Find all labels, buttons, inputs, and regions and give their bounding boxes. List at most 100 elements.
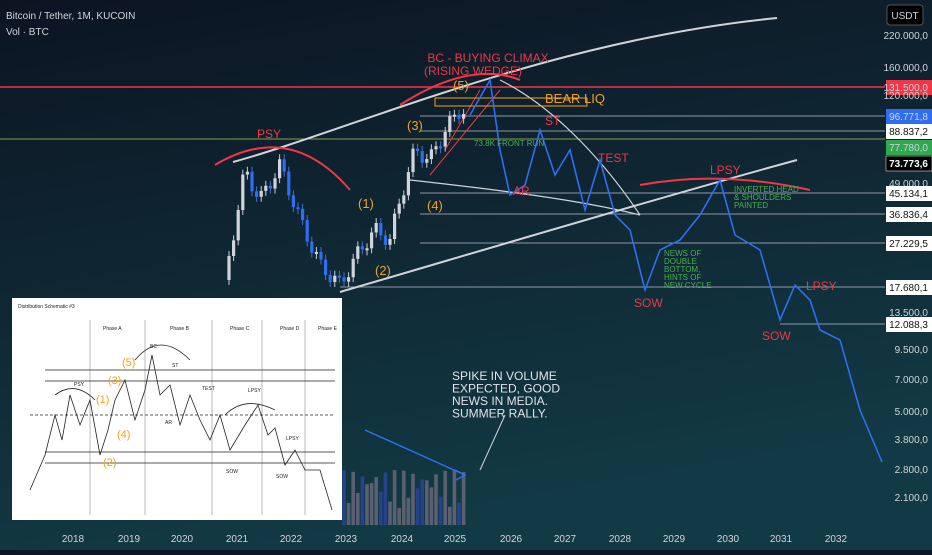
candle <box>333 276 336 282</box>
symbol: Bitcoin / Tether, 1M, KUCOIN <box>6 11 135 22</box>
price-label: 77.780,0 <box>889 143 928 154</box>
candle <box>283 159 286 171</box>
annotation: LPSY <box>806 279 837 293</box>
candle <box>421 151 424 163</box>
annotation: BC - BUYING CLIMAX <box>427 51 548 65</box>
annotation: (2) <box>375 263 391 278</box>
annotation: SOW <box>762 329 791 343</box>
candle <box>352 259 355 277</box>
price-label: 120.000,0 <box>884 91 929 102</box>
candle <box>434 146 437 149</box>
time-label: 2028 <box>609 534 632 545</box>
candle <box>388 239 391 245</box>
volume-bar <box>342 470 346 525</box>
candle <box>361 246 364 249</box>
inset-label: LPSY <box>286 436 299 442</box>
annotation: NEW CYCLE <box>664 281 712 290</box>
volume-bar <box>393 470 397 525</box>
inset-label: TEST <box>202 386 215 392</box>
candle <box>370 232 373 248</box>
inset-wave: (2) <box>103 457 116 469</box>
volume-bar <box>434 474 438 525</box>
time-label: 2022 <box>280 534 303 545</box>
inset-wave: (4) <box>117 429 130 441</box>
candle <box>398 204 401 214</box>
candle <box>416 149 419 151</box>
volume-bar <box>384 472 388 525</box>
volume-bar <box>351 472 355 525</box>
candle <box>306 220 309 241</box>
candle <box>338 276 341 278</box>
candle <box>448 116 451 132</box>
annotation: SOW <box>634 296 663 310</box>
volume-bar <box>388 502 392 525</box>
price-label: 12.088,3 <box>889 320 928 331</box>
annotation: (3) <box>407 118 423 133</box>
candle <box>439 146 442 148</box>
candle <box>232 240 235 256</box>
candle <box>425 159 428 163</box>
annotation: (4) <box>427 198 443 213</box>
candle <box>273 178 276 188</box>
time-label: 2021 <box>226 534 249 545</box>
time-label: 2026 <box>500 534 523 545</box>
volume-bar <box>402 471 406 525</box>
price-label: 45.134,1 <box>889 189 928 200</box>
price-label: 3.800,0 <box>895 435 929 446</box>
time-label: 2019 <box>118 534 141 545</box>
candle <box>287 172 290 196</box>
annotation: BEAR LIQ <box>545 91 605 106</box>
annotation: (5) <box>453 78 469 93</box>
annotation: (1) <box>358 196 374 211</box>
volume-bars <box>342 470 465 525</box>
volume-bar <box>448 507 452 525</box>
candle <box>227 256 230 280</box>
candle <box>453 115 456 117</box>
candle <box>246 172 249 175</box>
candle <box>407 172 410 195</box>
volume-bar <box>407 498 411 525</box>
phase: Phase D <box>280 326 300 332</box>
candle <box>255 191 258 196</box>
volume-bar <box>365 484 369 525</box>
volume-bar <box>420 480 424 525</box>
candle <box>462 114 465 119</box>
candle <box>365 248 368 250</box>
volume-bar <box>430 487 434 525</box>
time-label: 2024 <box>391 534 414 545</box>
time-label: 2023 <box>335 534 358 545</box>
indicator: Vol · BTC <box>6 27 49 38</box>
annotation: 73.8K FRONT RUN <box>474 139 544 148</box>
volume-bar <box>347 503 351 525</box>
time-label: 2031 <box>770 534 793 545</box>
candle <box>264 186 267 191</box>
candle <box>393 214 396 239</box>
volume-bar <box>411 474 415 525</box>
time-label: 2025 <box>444 534 467 545</box>
candle <box>319 252 322 260</box>
volume-bar <box>425 480 429 525</box>
phase: Phase C <box>230 326 250 332</box>
price-label: 17.680,1 <box>889 283 928 294</box>
candle <box>430 149 433 159</box>
price-label: 73.773,6 <box>889 159 928 170</box>
annotation: PSY <box>257 127 281 141</box>
candle <box>315 252 318 254</box>
currency: USDT <box>891 11 918 22</box>
phase: Phase B <box>170 326 190 332</box>
time-label: 2030 <box>717 534 740 545</box>
price-label: 27.229,5 <box>889 239 928 250</box>
volume-bar <box>416 488 420 525</box>
annotation: TEST <box>598 151 629 165</box>
phase: Phase A <box>103 326 122 332</box>
time-label: 2029 <box>663 534 686 545</box>
price-label: 7.000,0 <box>895 375 929 386</box>
price-label: 160.000,0 <box>884 63 929 74</box>
time-label: 2027 <box>554 534 577 545</box>
price-label: 2.800,0 <box>895 465 929 476</box>
candle <box>269 186 272 189</box>
price-label: 96.771,8 <box>889 112 928 123</box>
price-label: 5.000,0 <box>895 407 929 418</box>
candle <box>457 115 460 119</box>
